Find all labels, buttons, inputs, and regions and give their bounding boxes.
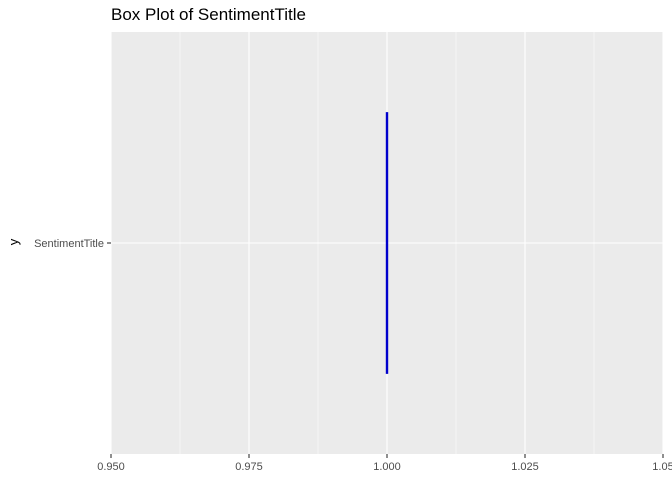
y-axis: SentimentTitle [34, 238, 111, 250]
chart-title: Box Plot of SentimentTitle [111, 5, 306, 24]
x-axis: 0.950 0.975 1.000 1.025 1.05 [97, 454, 672, 473]
x-tick-label: 1.000 [373, 461, 401, 473]
y-axis-title: y [6, 238, 21, 245]
x-tick-label: 0.975 [235, 461, 263, 473]
x-tick-label: 0.950 [97, 461, 125, 473]
y-tick-label: SentimentTitle [34, 238, 104, 250]
x-tick-label: 1.05 [652, 461, 672, 473]
x-tick-label: 1.025 [511, 461, 539, 473]
